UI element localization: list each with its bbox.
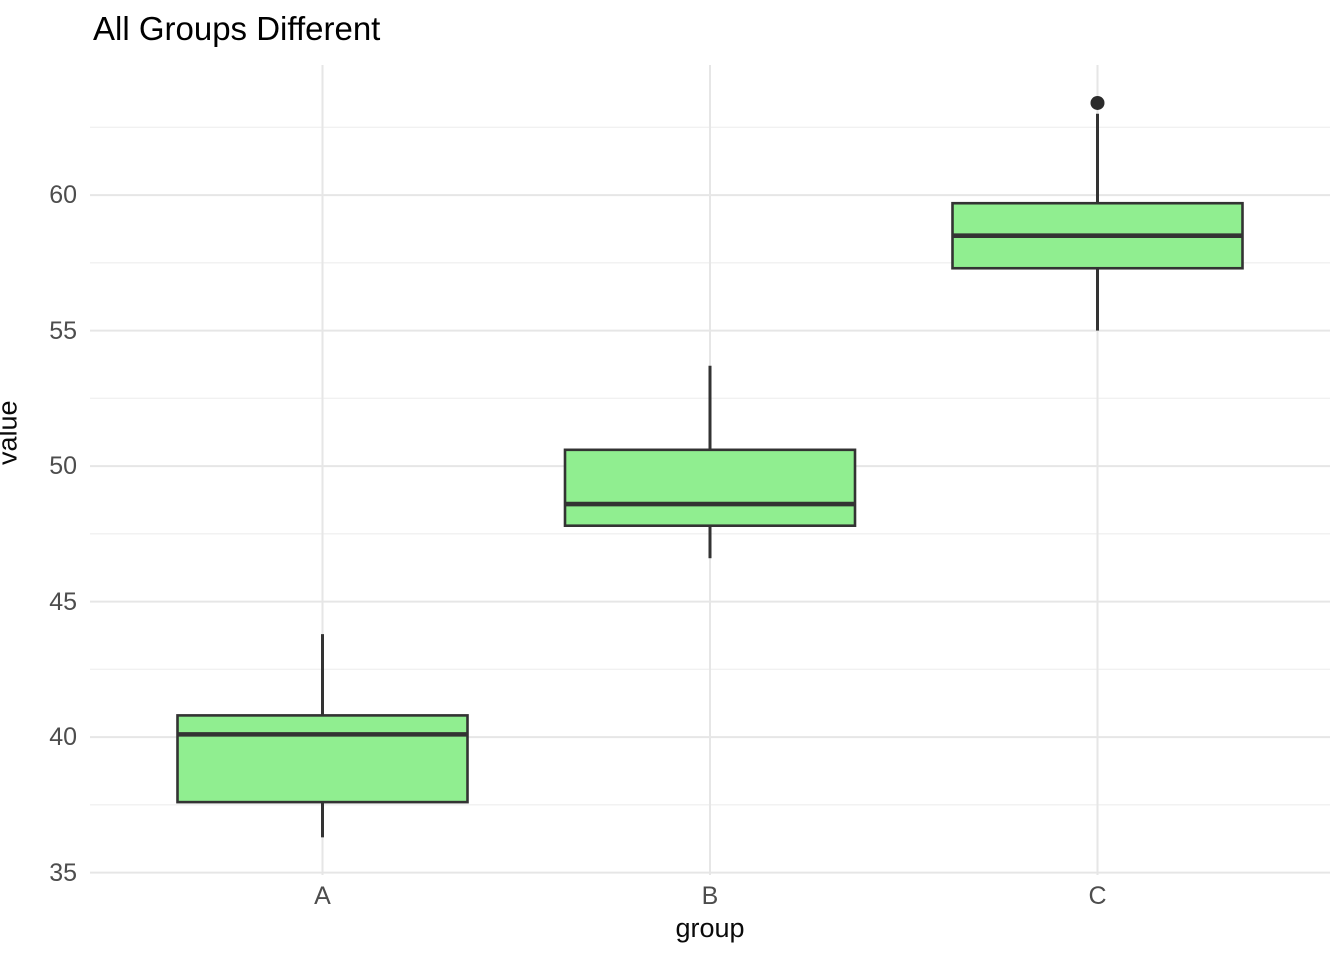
plot-panel — [90, 65, 1330, 875]
x-axis-title: group — [675, 913, 745, 943]
x-tick-label: B — [701, 882, 719, 910]
chart-title: All Groups Different — [93, 10, 381, 47]
y-tick-label: 55 — [49, 316, 77, 345]
x-tick-label: C — [1088, 882, 1107, 910]
y-tick-label: 60 — [49, 181, 77, 210]
box-A — [176, 714, 469, 804]
box-B — [563, 448, 857, 528]
y-tick-label: 35 — [49, 858, 77, 887]
y-tick-label: 40 — [49, 723, 77, 752]
y-tick-label: 50 — [49, 452, 77, 481]
x-tick-label: A — [314, 882, 331, 910]
y-tick-label: 45 — [49, 587, 77, 616]
outlier-point — [1090, 95, 1105, 110]
